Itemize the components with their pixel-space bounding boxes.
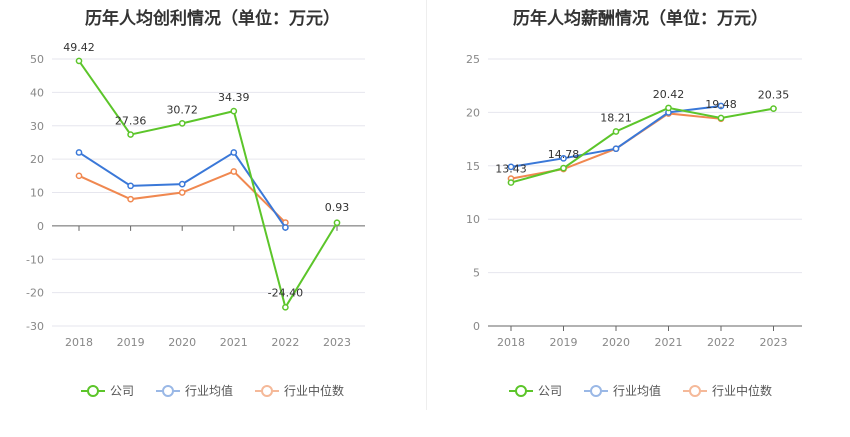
- x-tick-label: 2019: [550, 336, 578, 349]
- x-tick-label: 2019: [117, 336, 145, 349]
- data-point: [282, 224, 289, 231]
- salary-line-chart: 25 20 15 10 5 0 2018 2019 2020 2021 2022 2023 13.43 1…: [466, 53, 802, 349]
- data-point: [75, 172, 83, 180]
- data-point: [178, 180, 186, 188]
- legend-marker-icon: [683, 384, 707, 398]
- x-tick-label: 2018: [65, 336, 93, 349]
- data-label: 19.48: [705, 98, 737, 111]
- data-label: 30.72: [166, 103, 198, 116]
- data-point: [127, 195, 134, 203]
- legend-item-industry-avg[interactable]: 行业均值: [583, 382, 661, 399]
- legend-item-industry-avg[interactable]: 行业均值: [155, 382, 233, 399]
- y-tick-label: -10: [26, 253, 44, 266]
- y-tick-label: -20: [26, 287, 44, 300]
- data-label: 18.21: [600, 112, 632, 125]
- y-tick-label: 10: [30, 187, 44, 200]
- chart-title-profit: 历年人均创利情况（单位：万元）: [85, 9, 340, 29]
- data-point: [560, 164, 567, 172]
- data-point: [717, 114, 725, 122]
- data-label: 49.42: [63, 41, 95, 54]
- y-tick-label: 0: [37, 220, 44, 233]
- data-point: [665, 104, 672, 112]
- data-label: 0.93: [325, 201, 350, 214]
- x-tick-label: 2021: [655, 336, 683, 349]
- chart-panel-salary: 历年人均薪酬情况（单位：万元） 25 20 15 10 5 0 2018 2019 2020 20…: [428, 0, 850, 437]
- legend-item-company[interactable]: 公司: [508, 382, 562, 399]
- profit-line-chart: 50 40 30 20 10 0 -10 -20 -30 2018 2019 2020 2021 2022…: [26, 41, 365, 349]
- y-tick-label: -30: [26, 320, 44, 333]
- data-point: [178, 189, 186, 196]
- x-tick-label: 2020: [602, 336, 630, 349]
- legend-salary: 公司 行业均值 行业中位数: [428, 382, 850, 399]
- x-tick-label: 2023: [760, 336, 788, 349]
- series-line: [78, 60, 338, 310]
- data-point: [612, 145, 620, 153]
- y-tick-label: 10: [466, 213, 480, 226]
- y-tick-label: 20: [30, 153, 44, 166]
- legend-item-company[interactable]: 公司: [80, 382, 134, 399]
- y-tick-label: 5: [473, 267, 480, 280]
- data-label: 34.39: [218, 91, 250, 104]
- y-tick-label: 20: [466, 106, 480, 119]
- panel-divider: [426, 0, 427, 410]
- data-label: 20.35: [758, 89, 790, 102]
- data-label: 13.43: [495, 163, 527, 176]
- legend-label: 公司: [537, 384, 562, 398]
- data-point: [717, 102, 725, 110]
- data-point: [178, 119, 186, 127]
- chart-panel-profit: 历年人均创利情况（单位：万元） 50 40 30 20 10 0 -10 -20 -30 2018…: [0, 9, 425, 399]
- y-tick-label: 15: [466, 160, 480, 173]
- data-point: [127, 131, 134, 138]
- data-point: [560, 154, 567, 162]
- data-point: [770, 105, 777, 113]
- y-tick-label: 30: [30, 120, 44, 133]
- data-label: 20.42: [653, 88, 685, 101]
- x-tick-label: 2020: [168, 336, 196, 349]
- data-label: 14.78: [548, 148, 580, 161]
- legend-marker-icon: [155, 384, 180, 398]
- chart-title-salary: 历年人均薪酬情况（单位：万元）: [513, 9, 768, 29]
- legend-marker-icon: [583, 384, 608, 398]
- legend-item-industry-median[interactable]: 行业中位数: [255, 382, 344, 399]
- data-point: [282, 303, 289, 311]
- series-line: [510, 106, 774, 184]
- legend-item-industry-median[interactable]: 行业中位数: [683, 382, 772, 399]
- data-point: [127, 182, 134, 190]
- data-point: [75, 149, 83, 156]
- legend-label: 公司: [109, 384, 134, 398]
- legend-label: 行业中位数: [284, 384, 345, 398]
- y-tick-label: 25: [466, 53, 480, 66]
- data-point: [333, 219, 341, 227]
- data-point: [507, 163, 515, 171]
- legend-marker-icon: [255, 384, 279, 398]
- y-tick-label: 50: [30, 53, 44, 66]
- data-point: [612, 128, 620, 135]
- data-point: [230, 107, 238, 115]
- x-tick-label: 2022: [271, 336, 299, 349]
- x-tick-label: 2022: [707, 336, 735, 349]
- data-point: [230, 149, 238, 156]
- legend-label: 行业均值: [184, 384, 233, 398]
- x-tick-label: 2023: [323, 336, 351, 349]
- legend-label: 行业中位数: [712, 384, 773, 398]
- legend-profit: 公司 行业均值 行业中位数: [0, 382, 425, 399]
- data-label: -24.40: [268, 286, 303, 299]
- legend-marker-icon: [80, 384, 105, 398]
- legend-marker-icon: [508, 384, 533, 398]
- y-tick-label: 40: [30, 86, 44, 99]
- x-tick-label: 2018: [497, 336, 525, 349]
- data-point: [230, 168, 238, 175]
- data-point: [75, 57, 83, 65]
- data-label: 27.36: [115, 115, 147, 128]
- y-tick-label: 0: [473, 320, 480, 333]
- series-line: [78, 170, 287, 224]
- data-point: [507, 179, 515, 186]
- legend-label: 行业均值: [612, 384, 661, 398]
- x-tick-label: 2021: [220, 336, 248, 349]
